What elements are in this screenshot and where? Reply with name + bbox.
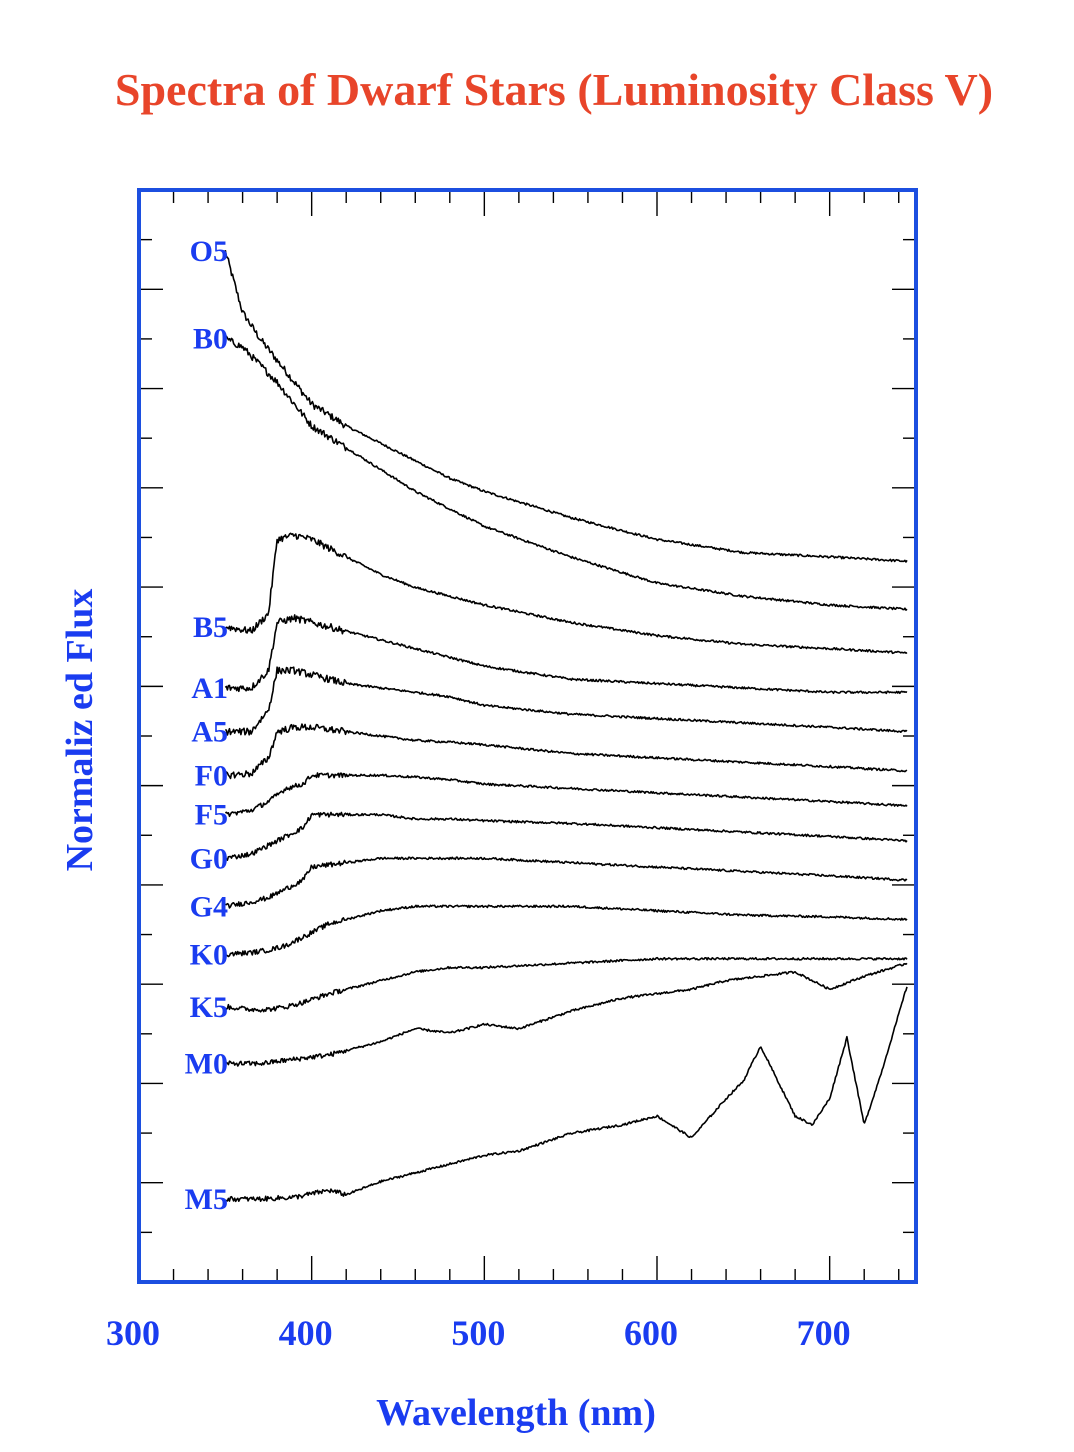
spectral-type-label-k5: K5 — [190, 991, 228, 1024]
spectrum-o5 — [224, 249, 908, 563]
spectral-type-label-k0: K0 — [190, 938, 228, 971]
y-axis-title: Normaliz ed Flux — [59, 589, 101, 872]
spectrum-b5 — [224, 532, 908, 655]
x-tick-label: 600 — [624, 1313, 678, 1353]
spectrum-curves — [224, 249, 908, 1203]
x-tick-label: 700 — [797, 1313, 851, 1353]
chart-title: Spectra of Dwarf Stars (Luminosity Class… — [115, 64, 993, 115]
spectrum-m0 — [225, 962, 908, 1067]
x-axis-title: Wavelength (nm) — [376, 1392, 656, 1434]
x-tick-label: 400 — [279, 1313, 333, 1353]
spectral-type-label-f5: F5 — [195, 799, 228, 832]
spectrum-b0 — [224, 335, 908, 611]
spectral-type-label-m0: M0 — [185, 1048, 228, 1081]
spectrum-m5 — [225, 986, 908, 1203]
spectral-type-label-m5: M5 — [185, 1183, 228, 1216]
spectral-type-label-f0: F0 — [195, 759, 228, 792]
spectrum-k5 — [224, 956, 908, 1013]
spectrum-k0 — [225, 904, 908, 958]
axis-ticks — [139, 190, 916, 1282]
spectrum-g0 — [224, 811, 908, 861]
x-tick-label: 300 — [106, 1313, 160, 1353]
spectral-type-labels: O5 B0 B5 A1 A5 F0 F5 G0 G4 K0 K5 M0 M5 — [185, 235, 228, 1216]
spectrum-a1 — [224, 614, 908, 695]
spectral-type-label-b5: B5 — [193, 611, 228, 644]
spectral-type-label-g4: G4 — [190, 890, 228, 923]
x-tick-labels: 300 400 500 600 700 — [106, 1313, 851, 1353]
spectral-type-label-a1: A1 — [191, 672, 228, 705]
spectral-type-label-a5: A5 — [191, 716, 228, 749]
spectral-type-label-b0: B0 — [193, 323, 228, 356]
spectrum-g4 — [225, 856, 908, 909]
spectral-type-label-o5: O5 — [190, 235, 228, 268]
spectrum-f0 — [224, 723, 908, 780]
plot-frame — [137, 188, 918, 1284]
spectral-type-label-g0: G0 — [190, 842, 228, 875]
spectrum-a5 — [224, 666, 908, 736]
x-tick-label: 500 — [451, 1313, 505, 1353]
spectrum-f5 — [224, 772, 908, 818]
